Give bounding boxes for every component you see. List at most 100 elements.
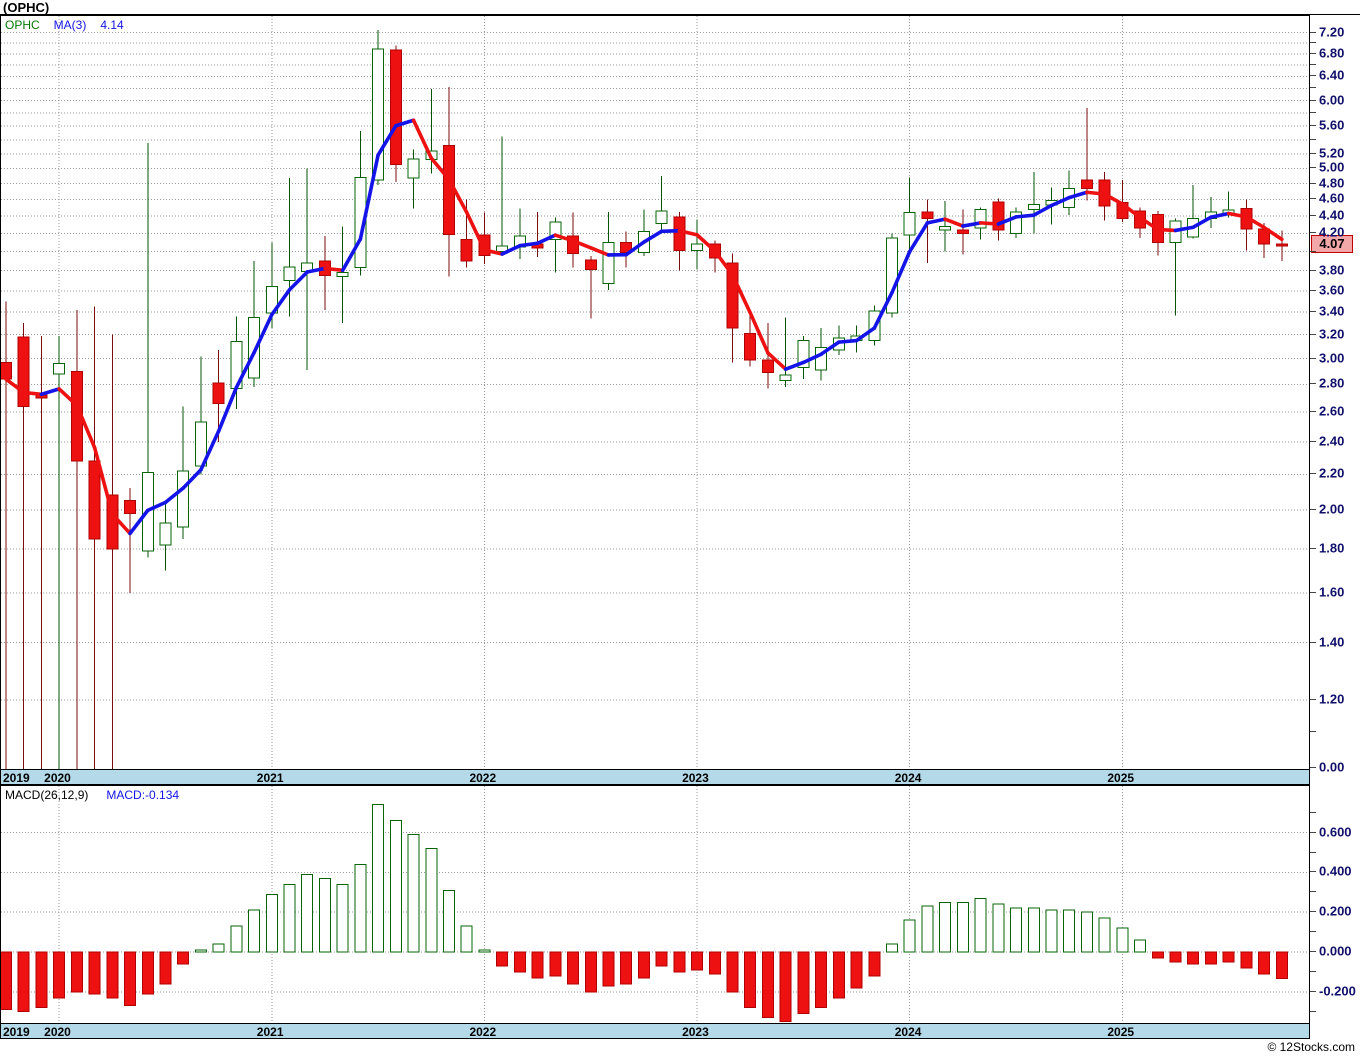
ma3-line [1031, 203, 1054, 218]
ma3-line [837, 338, 859, 344]
ma3-line [4, 377, 26, 395]
price-legend: OPHC MA(3) 4.14 [5, 18, 138, 32]
candlestick [655, 210, 668, 225]
candlestick [407, 158, 420, 179]
price-axis-label: 3.60 [1319, 282, 1345, 298]
price-axis-label: 2.60 [1319, 403, 1345, 419]
macd-bar [496, 951, 509, 967]
macd-bar [761, 951, 774, 1019]
year-label: 2024 [894, 1025, 922, 1039]
candlestick [372, 48, 385, 181]
macd-bar [230, 925, 243, 953]
ma3-line [642, 229, 664, 244]
candlestick [726, 262, 739, 329]
macd-bar [88, 951, 101, 995]
ma3-line [1138, 215, 1160, 232]
year-label: 2025 [1107, 1025, 1135, 1039]
macd-bar [372, 804, 385, 953]
ma3-line [429, 156, 451, 182]
ma3-line [411, 118, 434, 160]
macd-bar [691, 951, 704, 971]
macd-bar [389, 820, 402, 953]
price-axis-label: 6.00 [1319, 92, 1345, 107]
axis-tick [1310, 99, 1316, 101]
ma3-line [854, 326, 877, 343]
candlestick [584, 259, 597, 271]
macd-histogram [1, 786, 1309, 1023]
axis-tick [1310, 473, 1316, 475]
year-label: 2025 [1107, 771, 1135, 785]
ma3-line [783, 360, 806, 372]
ma3-line [748, 311, 770, 355]
macd-bar [1080, 911, 1093, 953]
axis-tick [1310, 767, 1316, 768]
year-label: 2021 [256, 771, 284, 785]
axis-tick [1310, 311, 1316, 313]
ma3-line [712, 249, 735, 277]
candlestick [956, 229, 969, 234]
macd-bar [1010, 907, 1023, 953]
ma3-line [323, 266, 345, 273]
macd-bar [460, 925, 473, 953]
macd-bar [354, 863, 367, 953]
candlestick [1275, 243, 1288, 247]
ma3-line [305, 266, 327, 274]
macd-bar [1240, 951, 1253, 969]
ma3-line [92, 445, 115, 516]
macd-bar [478, 949, 491, 953]
ma3-line [128, 508, 150, 536]
ma3-line [464, 210, 487, 252]
ma3-line [163, 486, 185, 505]
candlestick [124, 500, 137, 515]
candlestick [549, 221, 562, 241]
macd-bar [1045, 909, 1058, 953]
year-label: 2023 [682, 1025, 709, 1039]
macd-bar [939, 901, 952, 953]
axis-tick [1310, 198, 1316, 200]
macd-bar [301, 873, 314, 953]
candlestick [177, 470, 190, 528]
axis-tick [1310, 851, 1316, 853]
axis-tick [1310, 440, 1316, 442]
macd-axis-label: 0.000 [1319, 943, 1352, 959]
axis-tick [1310, 508, 1316, 510]
axis-tick [1310, 1010, 1316, 1012]
candlestick [336, 272, 349, 278]
macd-bar [425, 848, 438, 953]
macd-pane: MACD(26,12,9) MACD:-0.134 [0, 785, 1310, 1024]
price-axis-label: 7.20 [1319, 24, 1345, 40]
page-title: (OPHC) [3, 0, 50, 15]
macd-bar [177, 951, 190, 965]
axis-tick [1310, 289, 1316, 291]
legend-symbol: OPHC [5, 18, 40, 32]
axis-tick [1310, 641, 1316, 643]
ma3-line [145, 500, 168, 513]
ma3-line [1049, 195, 1071, 208]
ma3-line [1209, 211, 1231, 219]
ma3-line [766, 351, 788, 372]
ma3-line [57, 387, 79, 408]
ma3-line [961, 221, 983, 228]
axis-tick [1310, 152, 1316, 154]
macd-bar [832, 951, 845, 999]
axis-tick [1310, 182, 1316, 184]
price-axis-label: 1.40 [1319, 634, 1345, 650]
axis-tick [1310, 871, 1316, 873]
axis-tick [1310, 951, 1316, 952]
candlestick [460, 239, 473, 262]
macd-bar [584, 951, 597, 993]
macd-bar [531, 951, 544, 979]
axis-tick [1310, 970, 1316, 972]
macd-bar [318, 877, 331, 953]
macd-bar [886, 943, 898, 953]
macd-bar [992, 903, 1005, 953]
candlestick [797, 340, 810, 369]
axis-tick [1310, 811, 1316, 813]
axis-tick [1310, 138, 1316, 140]
price-axis-label: 5.60 [1319, 117, 1345, 133]
macd-axis-label: 0.400 [1319, 863, 1352, 879]
candlestick [673, 216, 686, 252]
candlestick [496, 245, 509, 253]
ma3-line [553, 233, 575, 243]
